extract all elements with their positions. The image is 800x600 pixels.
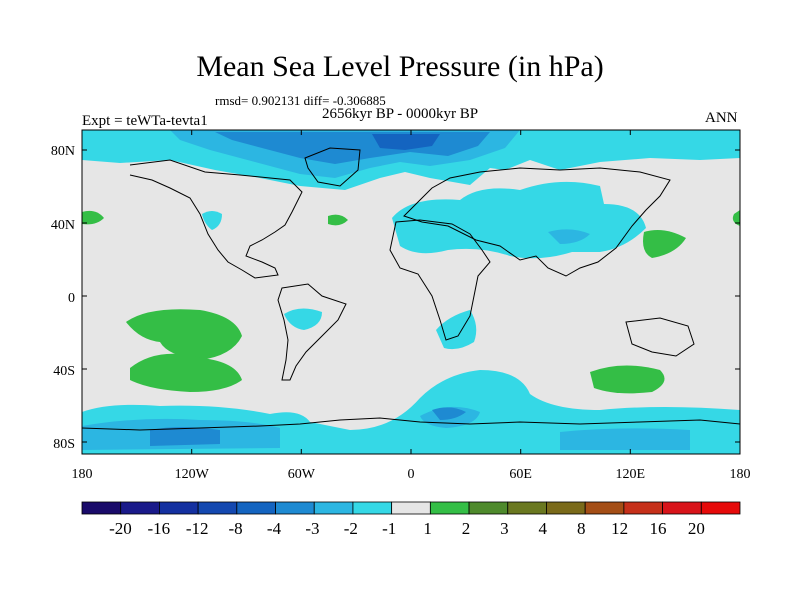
period-label: 2656kyr BP - 0000kyr BP bbox=[322, 106, 479, 122]
southpacific-positive bbox=[126, 309, 242, 360]
colorbar-label: -3 bbox=[305, 519, 319, 538]
colorbar-swatch bbox=[275, 501, 315, 515]
lon-label-180w: 180 bbox=[72, 467, 93, 482]
lon-label-60e: 60E bbox=[509, 467, 532, 482]
colorbar-label: 12 bbox=[611, 519, 628, 538]
coastlines bbox=[82, 147, 740, 431]
lon-label-120w: 120W bbox=[175, 467, 210, 482]
colorbar-swatch bbox=[546, 501, 586, 515]
lat-label-40s: 40S bbox=[53, 364, 75, 379]
northpacific-positive-right bbox=[732, 210, 740, 226]
lon-label-180e: 180 bbox=[730, 467, 751, 482]
lat-label-80n: 80N bbox=[51, 144, 75, 159]
colorbar-label: 4 bbox=[539, 519, 548, 538]
lat-label-0: 0 bbox=[68, 291, 75, 306]
colorbar-label: -16 bbox=[147, 519, 170, 538]
lon-label-60w: 60W bbox=[288, 467, 316, 482]
longitude-labels: 180 120W 60W 0 60E 120E 180 bbox=[72, 467, 751, 482]
colorbar-swatch bbox=[429, 501, 470, 515]
latitude-ticks bbox=[82, 149, 740, 443]
colorbar-label: 20 bbox=[688, 519, 705, 538]
season-label: ANN bbox=[705, 110, 738, 126]
colorbar-label: 2 bbox=[462, 519, 471, 538]
colorbar-label: -2 bbox=[344, 519, 358, 538]
lat-label-40n: 40N bbox=[51, 218, 75, 233]
colorbar-swatch bbox=[468, 501, 509, 515]
lon-label-120e: 120E bbox=[616, 467, 646, 482]
colorbar-swatch bbox=[81, 501, 122, 515]
colorbar-label: -8 bbox=[229, 519, 243, 538]
eurasia-anomaly-lightblue bbox=[548, 229, 590, 244]
colorbar-label: 3 bbox=[500, 519, 509, 538]
stats-line: rmsd= 0.902131 diff= -0.306885 bbox=[215, 93, 386, 108]
colorbar-swatch bbox=[700, 501, 741, 515]
colorbar-swatch bbox=[623, 501, 663, 515]
arctic-anomaly-darkblue bbox=[372, 134, 440, 150]
lat-label-80s: 80S bbox=[53, 437, 75, 452]
southpacific-positive-lower bbox=[130, 353, 242, 392]
colorbar-label: 1 bbox=[423, 519, 432, 538]
map-title: Mean Sea Level Pressure (in hPa) bbox=[196, 50, 604, 83]
colorbar-label: -4 bbox=[267, 519, 282, 538]
colorbar-label: 16 bbox=[650, 519, 667, 538]
colorbar-swatch bbox=[236, 501, 276, 515]
southamerica-anomaly-cyan bbox=[284, 308, 322, 330]
colorbar-label: -1 bbox=[382, 519, 396, 538]
colorbar-label: -12 bbox=[186, 519, 209, 538]
latitude-labels: 80N 40N 0 40S 80S bbox=[51, 144, 75, 452]
colorbar-swatch bbox=[159, 501, 199, 515]
neutral-background bbox=[82, 130, 740, 454]
colorbar-swatch bbox=[391, 501, 431, 515]
northpacific-positive-left bbox=[82, 210, 104, 225]
colorbar-label: -20 bbox=[109, 519, 132, 538]
colorbar-swatch bbox=[352, 501, 393, 515]
colorbar bbox=[81, 501, 741, 515]
indianocean-positive bbox=[590, 365, 665, 394]
atlantic-positive-small bbox=[328, 214, 348, 226]
colorbar-swatch bbox=[507, 501, 547, 515]
longitude-ticks bbox=[81, 130, 741, 454]
colorbar-label: 8 bbox=[577, 519, 586, 538]
colorbar-labels: -20 -16 -12 -8 -4 -3 -2 -1 1 2 3 4 8 12 … bbox=[109, 519, 705, 538]
southernocean-anomaly-lightblue bbox=[82, 406, 690, 450]
colorbar-swatch bbox=[197, 501, 238, 515]
southernocean-anomaly-blue bbox=[150, 407, 466, 446]
colorbar-swatch bbox=[313, 501, 354, 515]
colorbar-swatch bbox=[584, 501, 625, 515]
colorbar-swatch bbox=[662, 501, 702, 515]
japan-positive bbox=[643, 230, 686, 258]
atlantic-anomaly-cyan bbox=[202, 211, 222, 230]
experiment-label: Expt = teWTa-tevta1 bbox=[82, 113, 208, 129]
colorbar-swatch bbox=[120, 501, 160, 515]
pressure-field bbox=[82, 130, 740, 454]
lon-label-0: 0 bbox=[408, 467, 415, 482]
